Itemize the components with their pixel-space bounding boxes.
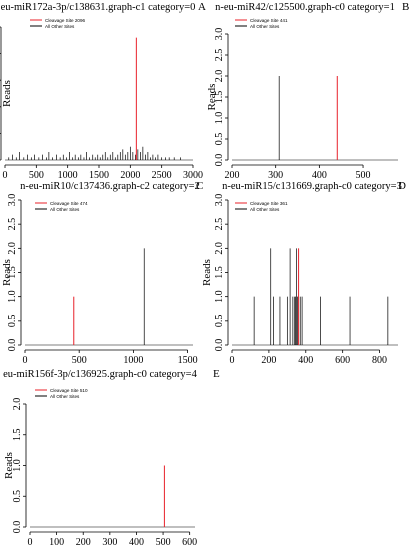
legend-cleavage-label: Cleavage Site 441 [250,18,288,23]
legend-cleavage-label: Cleavage Site 2096 [45,18,86,23]
panel-letter-D: D [398,180,406,192]
panel-letter-C: C [196,180,203,192]
x-tick-label: 1000 [58,170,78,181]
x-tick-label: 500 [29,170,44,181]
x-tick-label: 400 [298,355,313,366]
y-axis-label: Reads [206,84,218,111]
x-tick-label: 0 [23,355,28,366]
legend-cleavage-label: Cleavage Site 361 [250,201,288,206]
y-tick-label: 0.0 [12,521,23,534]
x-tick-label: 300 [268,170,283,181]
y-tick-label: 1.5 [12,429,23,442]
panel-title-E: eu-miR156f-3p/c136925.graph-c0 category=… [3,369,197,380]
x-tick-label: 1500 [178,355,198,366]
y-tick-label: 1.5 [214,91,225,104]
y-tick-label: 1.0 [214,290,225,303]
y-tick-label: 0.5 [214,315,225,328]
y-axis-label: Reads [1,259,13,286]
x-tick-label: 200 [76,537,91,548]
y-tick-label: 3.0 [214,194,225,207]
x-tick-label: 3000 [183,170,203,181]
y-axis-label: Reads [3,452,15,479]
y-tick-label: 1.0 [12,459,23,472]
x-tick-label: 0 [28,537,33,548]
y-axis-label: Reads [1,80,13,107]
x-tick-label: 100 [49,537,64,548]
x-tick-label: 800 [372,355,387,366]
panel-title-A: eu-miR172a-3p/c138631.graph-c1 category=… [1,2,196,13]
y-tick-label: 3.0 [7,194,18,207]
x-tick-label: 0 [230,355,235,366]
y-tick-label: 3.0 [214,28,225,41]
y-tick-label: 1.0 [7,290,18,303]
y-tick-label: 1.0 [214,112,225,125]
legend-cleavage-label: Cleavage Site 474 [50,201,88,206]
panel-letter-E: E [213,368,220,380]
panel-title-B: n-eu-miR42/c125500.graph-c0 category=1 [215,2,395,13]
legend-other-label: All Other Sites [50,207,80,212]
y-tick-label: 2.5 [214,49,225,62]
y-tick-label: 0.5 [214,133,225,146]
y-tick-label: 0.0 [7,339,18,352]
panel-letter-A: A [198,1,206,13]
y-tick-label: 0.5 [7,315,18,328]
y-tick-label: 2.0 [7,242,18,255]
x-tick-label: 0 [3,170,8,181]
legend-other-label: All Other Sites [250,24,280,29]
x-tick-label: 500 [72,355,87,366]
y-tick-label: 2.5 [7,218,18,231]
legend-cleavage-label: Cleavage Site 510 [50,388,88,393]
y-tick-label: 0.5 [12,490,23,503]
x-tick-label: 500 [356,170,371,181]
y-tick-label: 2.5 [214,218,225,231]
y-tick-label: 0.0 [214,154,225,167]
x-tick-label: 2000 [120,170,140,181]
legend-other-label: All Other Sites [45,24,75,29]
panel-title-C: n-eu-miR10/c137436.graph-c2 category=2 [20,181,200,192]
y-tick-label: 2.0 [214,242,225,255]
y-axis-label: Reads [201,259,213,286]
legend-other-label: All Other Sites [250,207,280,212]
x-tick-label: 1500 [89,170,109,181]
x-tick-label: 400 [129,537,144,548]
y-tick-label: 0.0 [214,339,225,352]
x-tick-label: 500 [156,537,171,548]
panel-letter-B: B [402,1,409,13]
y-tick-label: 1.5 [7,266,18,279]
x-tick-label: 2500 [152,170,172,181]
x-tick-label: 400 [312,170,327,181]
x-tick-label: 600 [182,537,197,548]
y-tick-label: 2.0 [214,70,225,83]
y-tick-label: 2.0 [12,398,23,411]
legend-other-label: All Other Sites [50,394,80,399]
x-tick-label: 200 [261,355,276,366]
x-tick-label: 1000 [123,355,143,366]
x-tick-label: 600 [335,355,350,366]
y-tick-label: 1.5 [214,266,225,279]
x-tick-label: 200 [225,170,240,181]
x-tick-label: 300 [102,537,117,548]
panel-title-D: n-eu-miR15/c131669.graph-c0 category=3 [222,181,402,192]
